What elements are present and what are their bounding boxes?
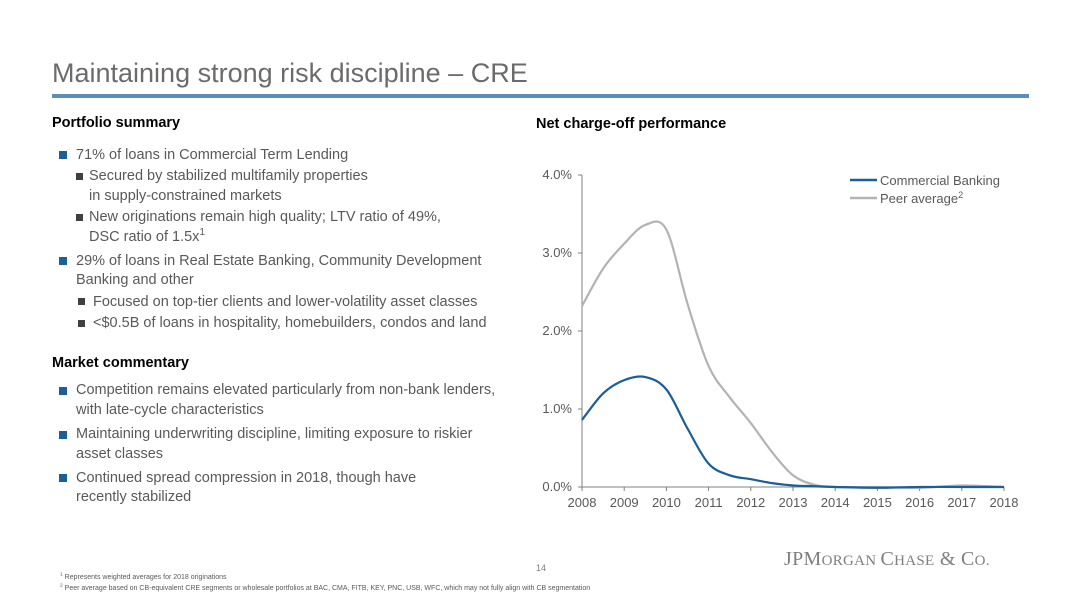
sub-bullet-square-icon — [76, 173, 83, 180]
x-tick-label: 2015 — [863, 495, 892, 510]
bullet-square-icon — [59, 431, 67, 439]
bullet-text: asset classes — [76, 446, 164, 462]
x-tick-label: 2009 — [610, 495, 639, 510]
x-tick-label: 2013 — [779, 495, 808, 510]
title-rule — [52, 94, 1029, 98]
sub-bullet-square-icon — [76, 214, 83, 221]
sub-bullet-text: in supply-constrained markets — [89, 188, 282, 204]
y-tick-label: 2.0% — [542, 323, 572, 338]
bullet-text: Continued spread compression in 2018, th… — [76, 470, 417, 486]
x-axis-ticks: 2008 2009 2010 2011 2012 2013 2014 2015 2016 2017… — [568, 487, 1019, 510]
bullet-text: Maintaining underwriting discipline, lim… — [76, 426, 473, 442]
sub-bullet-text: DSC ratio of 1.5x1 — [89, 227, 205, 247]
bullet-square-icon — [59, 257, 67, 265]
x-tick-label: 2016 — [905, 495, 934, 510]
bullet-text: Banking and other — [76, 272, 194, 288]
bullet-square-icon — [59, 151, 67, 159]
chart-heading: Net charge-off performance — [536, 116, 727, 132]
bullet-text: 71% of loans in Commercial Term Lending — [76, 147, 349, 163]
x-tick-label: 2012 — [736, 495, 765, 510]
y-axis-ticks: 4.0% 3.0% 2.0% 1.0% 0.0% — [542, 167, 582, 494]
bullet-text: recently stabilized — [76, 489, 192, 505]
bullet-square-icon — [59, 387, 67, 395]
sub-bullet-text: Secured by stabilized multifamily proper… — [89, 168, 368, 184]
y-tick-label: 1.0% — [542, 401, 572, 416]
x-tick-label: 2011 — [695, 495, 723, 510]
bullet-text: Competition remains elevated particularl… — [76, 382, 496, 398]
bullet-text: with late-cycle characteristics — [76, 402, 264, 418]
chart-series — [581, 220, 1005, 489]
commercial-banking-line — [581, 375, 1004, 489]
sub-bullet-text: <$0.5B of loans in hospitality, homebuil… — [93, 315, 487, 331]
page-number: 14 — [536, 563, 547, 573]
y-tick-label: 3.0% — [542, 245, 572, 260]
portfolio-summary-heading: Portfolio summary — [52, 115, 181, 131]
sub-bullet-text-main: DSC ratio of 1.5x — [89, 229, 200, 245]
jpmorgan-chase-logo: JPMORGAN CHASE & CO. — [784, 548, 990, 570]
bullet-square-icon — [59, 474, 67, 482]
chart-axes — [581, 175, 1004, 488]
y-tick-label: 4.0% — [542, 167, 572, 182]
legend-label: Commercial Banking — [880, 173, 1000, 188]
y-tick-label: 0.0% — [542, 479, 572, 494]
legend-label: Peer average2 — [880, 190, 963, 206]
sub-bullet-text: Focused on top-tier clients and lower-vo… — [93, 294, 478, 310]
sub-bullet-square-icon — [78, 320, 85, 327]
footnote-2: 2 Peer average based on CB-equivalent CR… — [60, 583, 591, 592]
x-tick-label: 2017 — [947, 495, 976, 510]
chart-legend: Commercial Banking Peer average2 — [850, 173, 1000, 206]
x-tick-label: 2018 — [990, 495, 1019, 510]
sub-bullet-square-icon — [78, 298, 85, 305]
footnote-1: 1 Represents weighted averages for 2018 … — [60, 572, 227, 581]
x-tick-label: 2008 — [568, 495, 597, 510]
x-tick-label: 2010 — [652, 495, 681, 510]
x-tick-label: 2014 — [821, 495, 850, 510]
sub-bullet-text: New originations remain high quality; LT… — [89, 209, 441, 225]
peer-average-line — [581, 220, 1005, 489]
bullet-text: 29% of loans in Real Estate Banking, Com… — [76, 253, 482, 269]
page-title: Maintaining strong risk discipline – CRE — [52, 58, 528, 88]
market-commentary-heading: Market commentary — [52, 355, 189, 371]
net-chargeoff-chart: 4.0% 3.0% 2.0% 1.0% 0.0% 2008 2009 2010 2011 201… — [542, 167, 1019, 510]
footnote-ref: 1 — [199, 227, 206, 239]
